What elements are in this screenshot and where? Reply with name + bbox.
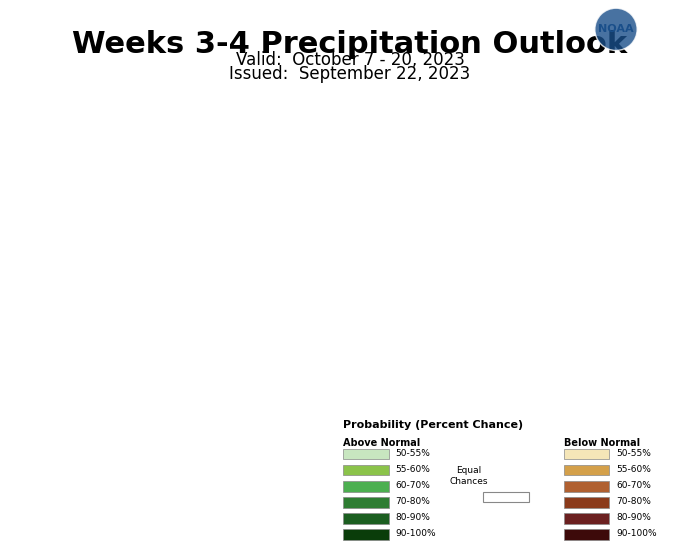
Text: 90-100%: 90-100% (395, 529, 436, 538)
Text: Below Normal: Below Normal (564, 438, 640, 448)
Text: 55-60%: 55-60% (616, 465, 651, 474)
Text: 80-90%: 80-90% (616, 513, 651, 522)
Text: 70-80%: 70-80% (395, 497, 430, 506)
Text: Equal
Chances: Equal Chances (449, 466, 489, 486)
Bar (343, 481, 389, 492)
Bar (564, 497, 609, 507)
Text: NOAA: NOAA (598, 24, 634, 34)
Bar (564, 481, 609, 492)
Bar (343, 497, 389, 507)
Text: 50-55%: 50-55% (616, 449, 651, 458)
Text: Issued:  September 22, 2023: Issued: September 22, 2023 (230, 65, 470, 83)
Bar (564, 448, 609, 459)
Text: 90-100%: 90-100% (616, 529, 657, 538)
Bar (564, 513, 609, 524)
Text: Above Normal: Above Normal (343, 438, 420, 448)
Text: 80-90%: 80-90% (395, 513, 430, 522)
Text: 70-80%: 70-80% (616, 497, 651, 506)
Bar (343, 448, 389, 459)
Bar (343, 529, 389, 540)
Text: Weeks 3-4 Precipitation Outlook: Weeks 3-4 Precipitation Outlook (72, 30, 628, 59)
Bar (564, 465, 609, 476)
Bar (343, 465, 389, 476)
Text: Probability (Percent Chance): Probability (Percent Chance) (343, 420, 523, 430)
Text: 55-60%: 55-60% (395, 465, 430, 474)
Text: Valid:  October 7 - 20, 2023: Valid: October 7 - 20, 2023 (236, 51, 464, 69)
Text: 60-70%: 60-70% (616, 481, 651, 490)
Text: 60-70%: 60-70% (395, 481, 430, 490)
Text: 50-55%: 50-55% (395, 449, 430, 458)
Bar (343, 513, 389, 524)
Bar (483, 492, 528, 502)
Bar (564, 529, 609, 540)
